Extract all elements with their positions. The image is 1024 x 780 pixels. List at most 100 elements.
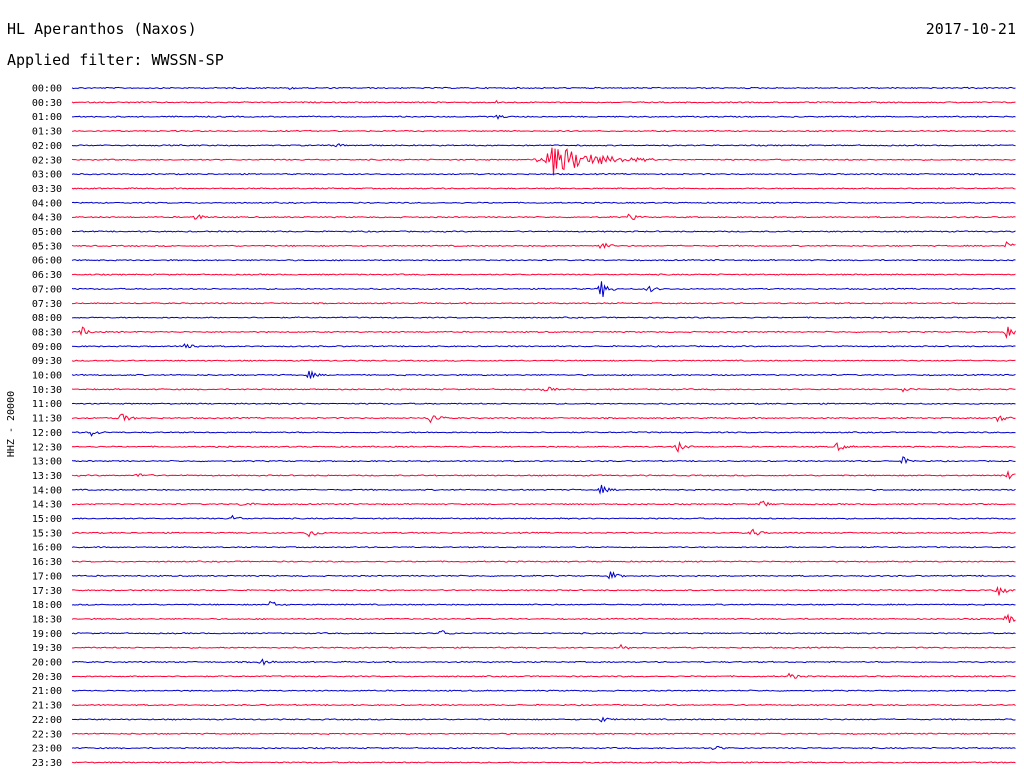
row-time-label: 11:30 xyxy=(32,414,62,425)
trace-row xyxy=(71,560,1016,563)
row-time-label: 08:30 xyxy=(32,327,62,338)
row-time-label: 16:30 xyxy=(32,557,62,568)
trace-row xyxy=(71,201,1016,205)
filter-prefix: Applied filter: xyxy=(7,51,143,69)
row-time-label: 02:00 xyxy=(32,141,62,152)
trace-row xyxy=(71,545,1016,549)
trace-row xyxy=(71,528,1016,538)
row-time-label: 01:00 xyxy=(32,112,62,123)
channel-axis-label: HHZ - 20000 xyxy=(6,391,17,457)
row-time-label: 10:00 xyxy=(32,371,62,382)
trace-row xyxy=(71,187,1016,190)
row-time-label: 06:30 xyxy=(32,270,62,281)
row-time-label: 15:30 xyxy=(32,528,62,539)
trace-row xyxy=(71,689,1016,692)
trace-row xyxy=(71,658,1016,666)
trace-row xyxy=(71,129,1016,133)
trace-row xyxy=(71,359,1016,362)
row-time-label: 17:30 xyxy=(32,586,62,597)
row-time-label: 03:30 xyxy=(32,184,62,195)
row-time-label: 14:30 xyxy=(32,500,62,511)
trace-row xyxy=(71,402,1016,405)
row-time-label: 21:00 xyxy=(32,686,62,697)
trace-row xyxy=(71,213,1016,220)
trace-row xyxy=(71,672,1016,679)
trace-row xyxy=(71,114,1016,120)
trace-row xyxy=(71,703,1016,707)
trace-row xyxy=(71,326,1016,340)
trace-row xyxy=(71,386,1016,393)
trace-row xyxy=(71,630,1016,635)
row-time-label: 12:00 xyxy=(32,428,62,439)
row-time-label: 07:30 xyxy=(32,299,62,310)
row-time-label: 21:30 xyxy=(32,701,62,712)
trace-row xyxy=(71,99,1016,104)
trace-row xyxy=(71,86,1016,90)
trace-row xyxy=(71,172,1016,176)
trace-row xyxy=(71,143,1016,148)
trace-row xyxy=(71,571,1016,580)
row-labels: 00:00 00:30 01:00 01:30 02:00 02:30 03:00 03:30… xyxy=(32,84,62,769)
trace-row xyxy=(71,761,1016,764)
row-time-label: 22:00 xyxy=(32,715,62,726)
trace-row xyxy=(71,281,1016,298)
trace-row xyxy=(71,746,1016,750)
row-time-label: 16:00 xyxy=(32,543,62,554)
trace-row xyxy=(71,147,1016,176)
trace-row xyxy=(71,413,1016,424)
trace-row xyxy=(71,600,1016,607)
station-title: HL Aperanthos (Naxos) xyxy=(7,20,197,38)
row-time-label: 07:00 xyxy=(32,284,62,295)
trace-row xyxy=(71,230,1016,233)
trace-row xyxy=(71,716,1016,723)
row-time-label: 15:00 xyxy=(32,514,62,525)
trace-row xyxy=(72,302,1016,305)
row-time-label: 13:00 xyxy=(32,457,62,468)
row-time-label: 02:30 xyxy=(32,155,62,166)
row-time-label: 05:30 xyxy=(32,241,62,252)
row-time-label: 20:00 xyxy=(32,658,62,669)
filter-label: Applied filter: WWSSN-SP xyxy=(7,51,224,69)
row-time-label: 08:00 xyxy=(32,313,62,324)
row-time-label: 20:30 xyxy=(32,672,62,683)
row-time-label: 17:00 xyxy=(32,571,62,582)
trace-row xyxy=(71,484,1016,495)
trace-row xyxy=(71,456,1016,465)
row-time-label: 11:00 xyxy=(32,399,62,410)
filter-value: WWSSN-SP xyxy=(151,51,224,69)
row-time-label: 23:00 xyxy=(32,744,62,755)
trace-row xyxy=(71,643,1016,650)
trace-row xyxy=(71,241,1016,250)
seismic-traces xyxy=(71,86,1016,764)
trace-row xyxy=(71,258,1016,262)
row-time-label: 19:00 xyxy=(32,629,62,640)
row-time-label: 22:30 xyxy=(32,729,62,740)
row-time-label: 09:30 xyxy=(32,356,62,367)
row-time-label: 12:30 xyxy=(32,442,62,453)
row-time-label: 13:30 xyxy=(32,471,62,482)
row-time-label: 06:00 xyxy=(32,256,62,267)
row-time-label: 03:00 xyxy=(32,170,62,181)
trace-row xyxy=(71,343,1016,349)
trace-row xyxy=(71,469,1016,480)
row-time-label: 00:00 xyxy=(32,84,62,95)
trace-row xyxy=(71,369,1016,379)
trace-row xyxy=(71,732,1016,735)
row-time-label: 18:30 xyxy=(32,614,62,625)
row-time-label: 18:00 xyxy=(32,600,62,611)
row-time-label: 01:30 xyxy=(32,127,62,138)
trace-row xyxy=(71,431,1016,437)
row-time-label: 04:00 xyxy=(32,198,62,209)
trace-row xyxy=(71,440,1016,454)
date-label: 2017-10-21 xyxy=(925,20,1016,38)
row-time-label: 09:00 xyxy=(32,342,62,353)
row-time-label: 10:30 xyxy=(32,385,62,396)
trace-row xyxy=(71,613,1016,623)
trace-row xyxy=(71,514,1016,520)
trace-row xyxy=(71,500,1016,507)
trace-row xyxy=(71,273,1016,276)
row-time-label: 00:30 xyxy=(32,98,62,109)
row-time-label: 05:00 xyxy=(32,227,62,238)
row-time-label: 23:30 xyxy=(32,758,62,769)
